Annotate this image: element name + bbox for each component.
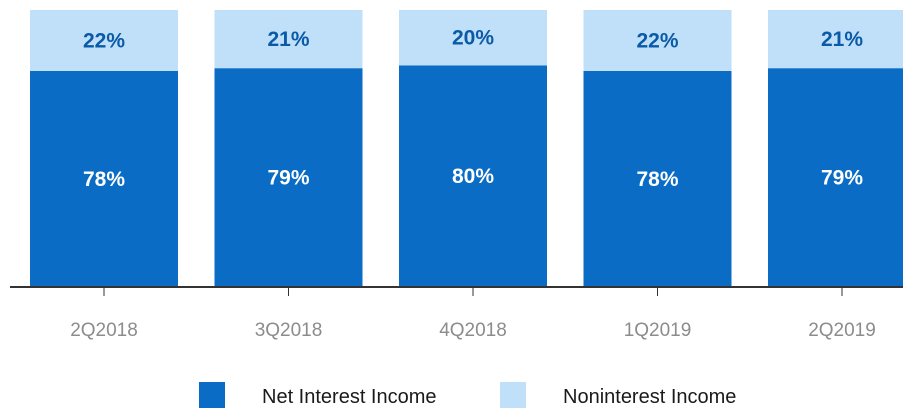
x-ticks-group [103, 287, 843, 296]
category-label-3q2018: 3Q2018 [255, 320, 323, 341]
bar-segment-noninterest-income-2q2019 [768, 10, 903, 69]
category-label-2q2019: 2Q2019 [808, 320, 876, 341]
bar-segment-net-interest-income-3q2018 [214, 68, 363, 287]
bars-group [30, 10, 903, 288]
category-labels-group: 2Q2018 3Q2018 4Q2018 1Q2019 2Q2019 [70, 320, 876, 341]
legend-swatch-noninterest-income [500, 382, 526, 408]
data-label-net-interest-income-1q2019: 78% [636, 168, 678, 191]
bar-segment-noninterest-income-1q2019 [583, 10, 732, 71]
data-label-net-interest-income-2q2019: 79% [821, 167, 863, 190]
data-label-noninterest-income-1q2019: 22% [636, 29, 678, 52]
bar-segment-noninterest-income-4q2018 [399, 10, 547, 66]
legend-swatch-net-interest-income [199, 382, 225, 408]
data-labels-group: 78% 22% 79% 21% 80% 20% 78% 22% 79% 21% [83, 27, 863, 191]
bar-segment-net-interest-income-4q2018 [399, 65, 547, 288]
data-label-net-interest-income-2q2018: 78% [83, 168, 125, 191]
legend-label-noninterest-income: Noninterest Income [563, 386, 736, 408]
bar-segment-noninterest-income-3q2018 [214, 10, 363, 69]
legend-label-net-interest-income: Net Interest Income [262, 386, 437, 408]
data-label-net-interest-income-4q2018: 80% [452, 165, 494, 188]
bar-segment-net-interest-income-2q2019 [768, 68, 903, 287]
category-label-4q2018: 4Q2018 [439, 320, 507, 341]
data-label-net-interest-income-3q2018: 79% [267, 167, 309, 190]
category-label-2q2018: 2Q2018 [70, 320, 138, 341]
bar-segment-noninterest-income-2q2018 [30, 10, 178, 71]
data-label-noninterest-income-2q2019: 21% [821, 28, 863, 51]
data-label-noninterest-income-3q2018: 21% [267, 28, 309, 51]
bar-segment-net-interest-income-2q2018 [30, 70, 178, 287]
category-label-1q2019: 1Q2019 [624, 320, 692, 341]
legend: Net Interest Income Noninterest Income [199, 382, 736, 408]
data-label-noninterest-income-4q2018: 20% [452, 27, 494, 50]
data-label-noninterest-income-2q2018: 22% [83, 29, 125, 52]
bar-segment-net-interest-income-1q2019 [583, 70, 732, 287]
